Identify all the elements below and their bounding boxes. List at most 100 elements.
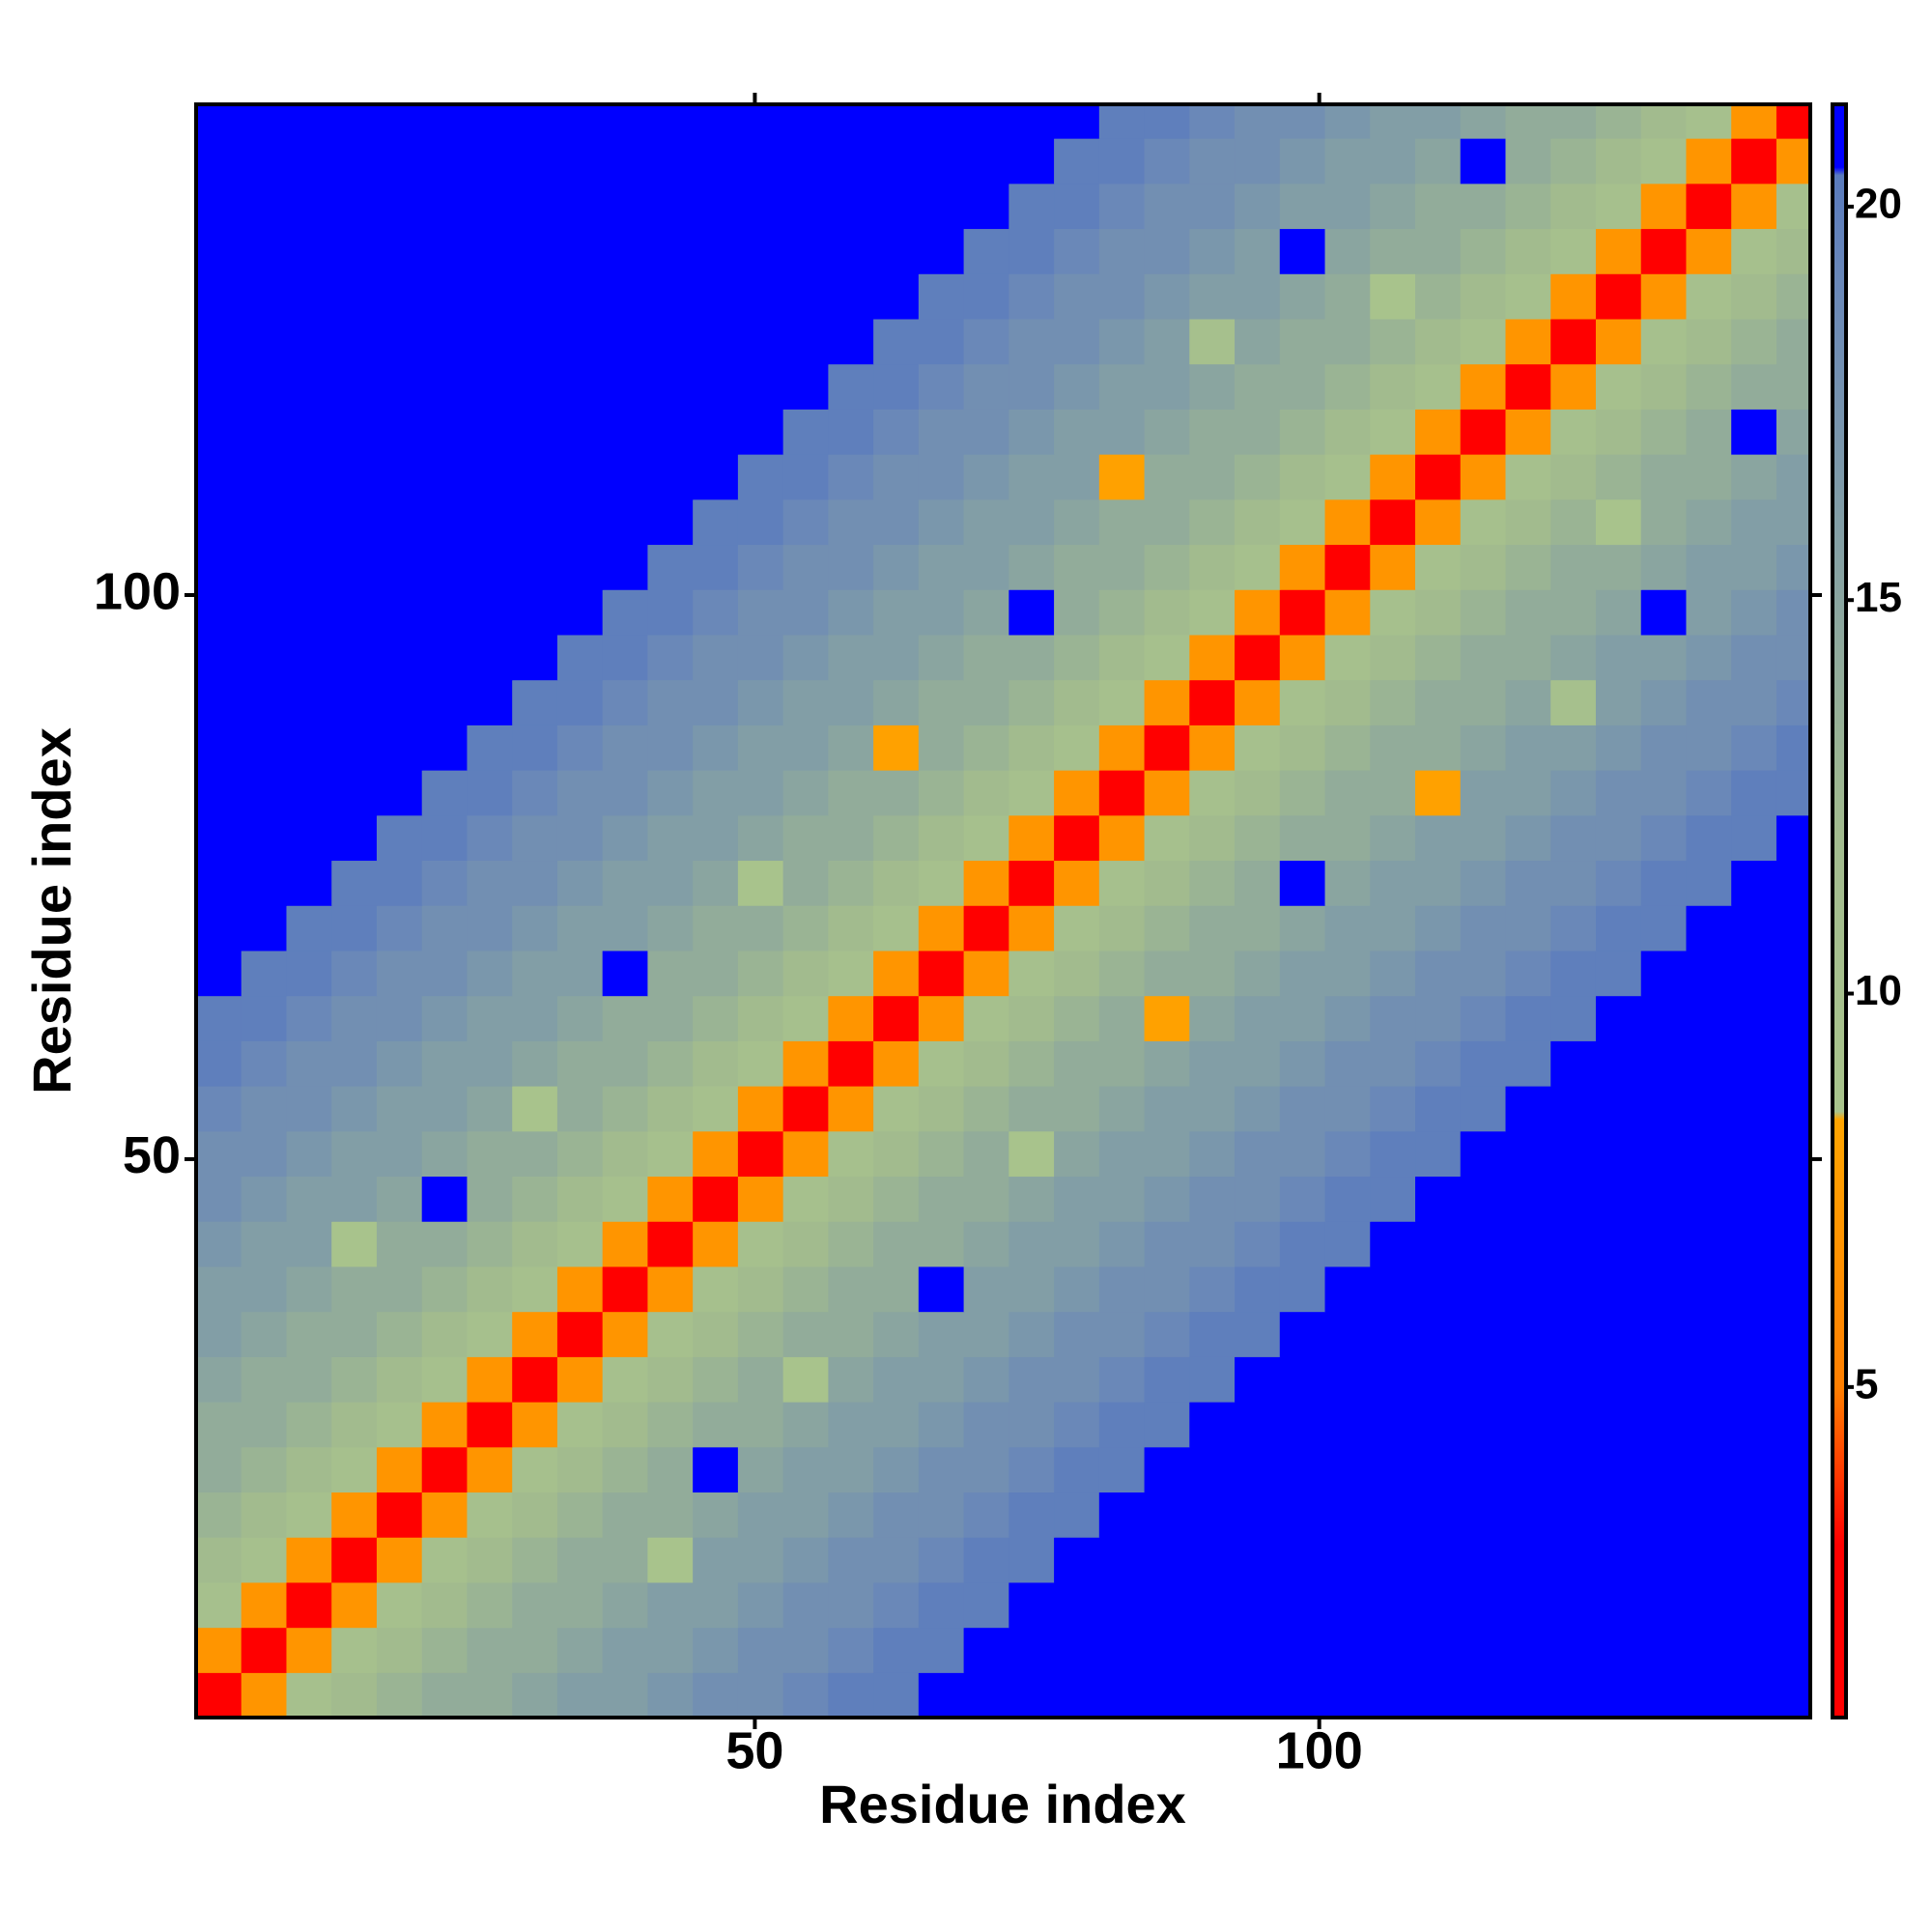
heatmap-cell [196, 1402, 242, 1448]
heatmap-cell [556, 1356, 604, 1403]
heatmap-cell [556, 1130, 604, 1178]
heatmap-cell [1189, 1130, 1236, 1178]
heatmap-cell [782, 679, 829, 725]
heatmap-cell [1776, 1176, 1811, 1222]
heatmap-cell [1279, 724, 1326, 771]
heatmap-cell [1144, 454, 1190, 500]
heatmap-cell [963, 1311, 1009, 1357]
heatmap-cell [421, 1086, 469, 1132]
heatmap-cell [1098, 228, 1146, 274]
heatmap-cell [873, 589, 920, 636]
heatmap-cell [1279, 1040, 1326, 1087]
heatmap-cell [693, 1537, 739, 1583]
heatmap-cell [421, 1311, 469, 1357]
heatmap-cell [1640, 138, 1688, 185]
heatmap-cell [1686, 1040, 1732, 1087]
heatmap-cell [1776, 1040, 1811, 1087]
heatmap-cell [1189, 1581, 1236, 1629]
heatmap-cell [196, 183, 242, 230]
heatmap-cell [331, 860, 378, 906]
heatmap-cell [1235, 363, 1281, 410]
heatmap-cell [331, 679, 378, 725]
heatmap-cell [602, 1086, 649, 1132]
heatmap-cell [376, 1402, 423, 1448]
heatmap-cell [873, 1402, 920, 1448]
heatmap-cell [556, 498, 604, 546]
heatmap-cell [196, 228, 242, 274]
heatmap-cell [737, 1446, 784, 1493]
heatmap-cell [1505, 679, 1551, 725]
heatmap-cell [1686, 589, 1732, 636]
heatmap-cell [1144, 138, 1190, 185]
heatmap-cell [1370, 814, 1416, 862]
heatmap-cell [1640, 318, 1688, 365]
heatmap-cell [196, 1356, 242, 1403]
heatmap-cell [1686, 814, 1732, 862]
heatmap-cell [1009, 228, 1055, 274]
heatmap-cell [421, 634, 469, 681]
heatmap-cell [376, 1627, 423, 1673]
heatmap-cell [828, 814, 874, 862]
heatmap-cell [963, 589, 1009, 636]
heatmap-cell [782, 228, 829, 274]
heatmap-cell [421, 995, 469, 1041]
heatmap-cell [1460, 1356, 1507, 1403]
heatmap-cell [1595, 544, 1642, 590]
colorbar-tick-label: 20 [1855, 181, 1902, 228]
heatmap-cell [1460, 634, 1507, 681]
heatmap-cell [918, 183, 965, 230]
heatmap-cell [241, 104, 288, 139]
heatmap-cell [1505, 634, 1551, 681]
heatmap-cell [918, 1672, 965, 1719]
heatmap-cell [1189, 363, 1236, 410]
heatmap-cell [286, 544, 332, 590]
heatmap-cell [376, 634, 423, 681]
heatmap-cell [1731, 138, 1777, 185]
heatmap-cell [467, 498, 513, 546]
heatmap-cell [693, 1402, 739, 1448]
heatmap-cell [602, 228, 649, 274]
heatmap-cell [286, 1492, 332, 1538]
heatmap-cell [1370, 1492, 1416, 1538]
heatmap-cell [782, 995, 829, 1041]
heatmap-cell [512, 1581, 558, 1629]
heatmap-cell [918, 1492, 965, 1538]
heatmap-cell [602, 860, 649, 906]
heatmap-cell [421, 1402, 469, 1448]
heatmap-cell [1505, 814, 1551, 862]
heatmap-cell [1415, 1265, 1462, 1313]
heatmap-cell [602, 1130, 649, 1178]
heatmap-cell [1415, 1672, 1462, 1719]
heatmap-cell [963, 860, 1009, 906]
heatmap-cell [1054, 1311, 1100, 1357]
heatmap-cell [421, 1446, 469, 1493]
heatmap-cell [918, 318, 965, 365]
heatmap-cell [556, 544, 604, 590]
heatmap-cell [1279, 770, 1326, 816]
heatmap-cell [196, 1672, 242, 1719]
heatmap-cell [963, 950, 1009, 997]
heatmap-cell [1098, 1672, 1146, 1719]
heatmap-cell [1550, 409, 1597, 455]
heatmap-cell [1144, 1086, 1190, 1132]
heatmap-cell [1415, 1221, 1462, 1267]
heatmap-cell [782, 1581, 829, 1629]
heatmap-cell [918, 995, 965, 1041]
heatmap-cell [512, 1537, 558, 1583]
heatmap-cell [1324, 409, 1371, 455]
heatmap-cell [1054, 679, 1100, 725]
heatmap-cell [1731, 1221, 1777, 1267]
heatmap-cell [1550, 1311, 1597, 1357]
heatmap-cell [1235, 1040, 1281, 1087]
heatmap-cell [1279, 1086, 1326, 1132]
heatmap-cell [693, 1311, 739, 1357]
heatmap-cell [1686, 995, 1732, 1041]
heatmap-cell [241, 679, 288, 725]
heatmap-cell [1370, 905, 1416, 952]
heatmap-cell [1144, 363, 1190, 410]
heatmap-cell [1415, 104, 1462, 139]
heatmap-cell [512, 589, 558, 636]
heatmap-cell [1776, 273, 1811, 320]
heatmap-cell [241, 814, 288, 862]
heatmap-cell [828, 589, 874, 636]
